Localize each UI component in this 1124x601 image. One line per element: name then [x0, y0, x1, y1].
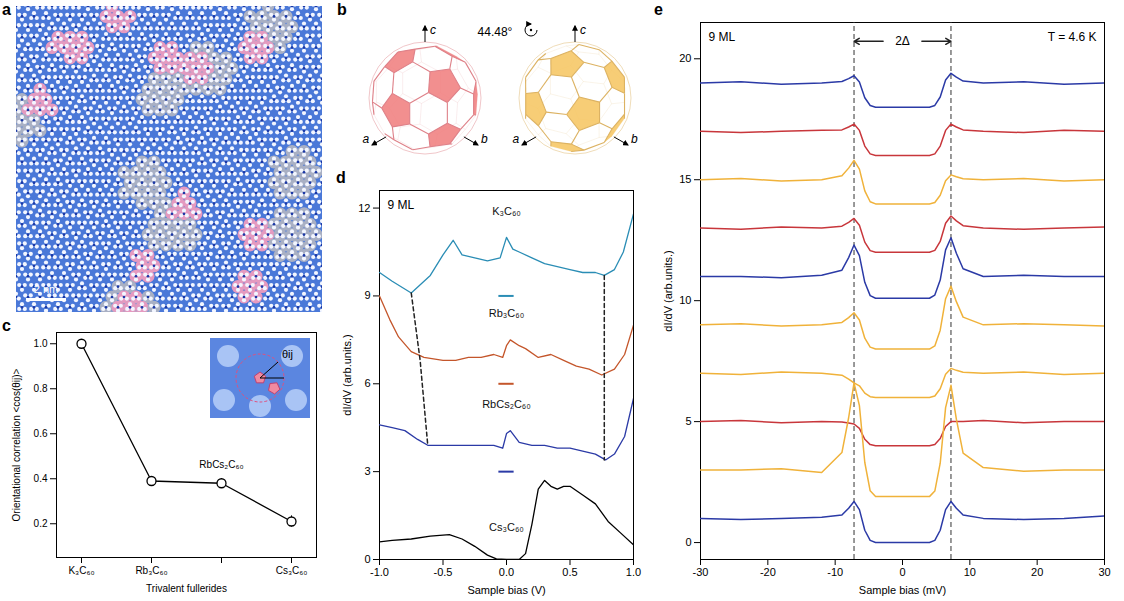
svg-text:20: 20	[679, 52, 691, 64]
svg-text:Trivalent fullerides: Trivalent fullerides	[146, 583, 227, 594]
svg-text:0.5: 0.5	[562, 566, 577, 578]
svg-text:a: a	[362, 132, 369, 146]
svg-text:Orientational correlation <cos: Orientational correlation <cos(θij)>	[11, 368, 22, 521]
svg-text:9 ML: 9 ML	[709, 30, 736, 44]
svg-text:15: 15	[679, 173, 691, 185]
svg-text:K₃C₆₀: K₃C₆₀	[68, 565, 94, 576]
svg-text:b: b	[481, 132, 488, 146]
svg-text:0.6: 0.6	[34, 428, 48, 439]
svg-text:1.0: 1.0	[34, 338, 48, 349]
svg-text:Sample bias (mV): Sample bias (mV)	[859, 584, 946, 596]
svg-text:12: 12	[358, 202, 370, 214]
svg-text:5: 5	[685, 415, 691, 427]
svg-text:dI/dV (arb.units.): dI/dV (arb.units.)	[341, 334, 353, 415]
svg-text:0: 0	[685, 536, 691, 548]
svg-text:-1.0: -1.0	[370, 566, 389, 578]
svg-text:0: 0	[364, 553, 370, 565]
svg-text:T = 4.6 K: T = 4.6 K	[1048, 30, 1097, 44]
svg-text:-0.5: -0.5	[434, 566, 453, 578]
html-text:a: a	[2, 1, 11, 18]
svg-text:Cs₃C₆₀: Cs₃C₆₀	[489, 521, 524, 533]
svg-text:1.0: 1.0	[626, 566, 641, 578]
svg-text:-30: -30	[693, 566, 709, 578]
svg-text:30: 30	[1098, 566, 1110, 578]
html-text:b: b	[337, 1, 347, 18]
svg-text:44.48°: 44.48°	[478, 25, 513, 39]
svg-text:Cs₃C₆₀: Cs₃C₆₀	[276, 565, 308, 576]
svg-text:Rb₃C₆₀: Rb₃C₆₀	[135, 565, 167, 576]
svg-text:0.0: 0.0	[499, 566, 514, 578]
svg-text:10: 10	[679, 294, 691, 306]
svg-text:-20: -20	[760, 566, 776, 578]
svg-text:20: 20	[1031, 566, 1043, 578]
svg-text:Sample bias (V): Sample bias (V)	[467, 584, 545, 596]
svg-text:3: 3	[364, 465, 370, 477]
html-text:e: e	[654, 1, 663, 18]
html-text:c: c	[2, 317, 11, 334]
svg-text:K₃C₆₀: K₃C₆₀	[492, 205, 521, 217]
svg-text:9: 9	[364, 289, 370, 301]
svg-text:dI/dV (arb.units.): dI/dV (arb.units.)	[662, 250, 674, 331]
svg-text:2 nm: 2 nm	[34, 283, 58, 295]
svg-text:a: a	[512, 132, 519, 146]
svg-text:6: 6	[364, 377, 370, 389]
svg-text:0.4: 0.4	[34, 473, 48, 484]
svg-text:9 ML: 9 ML	[388, 198, 415, 212]
svg-text:RbCs₂C₆₀: RbCs₂C₆₀	[199, 459, 243, 470]
svg-text:0.8: 0.8	[34, 383, 48, 394]
html-text:d: d	[336, 169, 346, 186]
svg-text:θij: θij	[282, 348, 293, 360]
svg-text:0: 0	[899, 566, 905, 578]
svg-text:c: c	[430, 23, 436, 37]
svg-text:RbCs₂C₆₀: RbCs₂C₆₀	[482, 398, 531, 410]
svg-text:2Δ: 2Δ	[895, 34, 910, 48]
svg-text:-10: -10	[827, 566, 843, 578]
svg-text:0.2: 0.2	[34, 518, 48, 529]
svg-text:b: b	[631, 132, 638, 146]
svg-text:Rb₃C₆₀: Rb₃C₆₀	[489, 307, 525, 319]
svg-text:10: 10	[964, 566, 976, 578]
svg-text:c: c	[580, 23, 586, 37]
